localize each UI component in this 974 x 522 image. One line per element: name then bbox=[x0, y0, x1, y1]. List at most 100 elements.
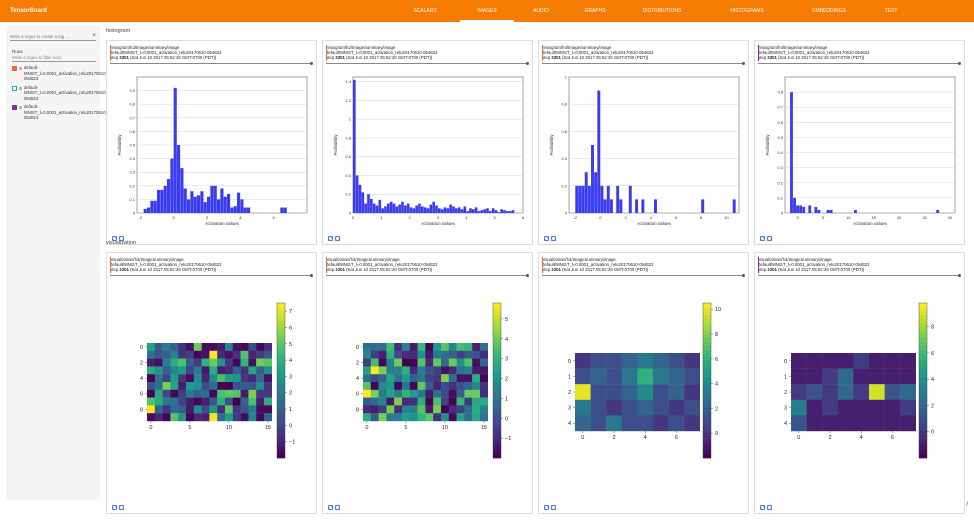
slider-track[interactable] bbox=[542, 63, 743, 64]
step-slider[interactable] bbox=[758, 61, 961, 65]
fit-icon[interactable]: ⤢ bbox=[544, 236, 549, 241]
run-color-dot[interactable] bbox=[19, 86, 22, 90]
fit-icon[interactable]: ⤢ bbox=[760, 236, 765, 241]
slider-track[interactable] bbox=[758, 63, 959, 64]
tab-audio[interactable]: AUDIO bbox=[533, 8, 549, 14]
slider-track[interactable] bbox=[110, 275, 311, 276]
expand-icon[interactable]: □ bbox=[551, 505, 556, 510]
step-slider[interactable] bbox=[326, 61, 529, 65]
slider-knob[interactable] bbox=[526, 61, 529, 65]
slider-knob[interactable] bbox=[526, 273, 529, 277]
heatmap-cell bbox=[433, 405, 442, 414]
fit-icon[interactable]: ⤢ bbox=[328, 236, 333, 241]
slider-knob[interactable] bbox=[742, 273, 745, 277]
run-item[interactable]: default-MNIST_l=0.0001_activation_relu20… bbox=[12, 85, 107, 102]
slider-knob[interactable] bbox=[742, 61, 745, 65]
colorbar-segment bbox=[493, 427, 501, 432]
colorbar-segment bbox=[919, 376, 927, 381]
tag-regex-input[interactable]: Write a regex to create a tag ... × bbox=[10, 32, 96, 41]
step-slider[interactable] bbox=[542, 61, 745, 65]
expand-icon[interactable]: □ bbox=[119, 236, 124, 241]
tab-text[interactable]: TEXT bbox=[884, 8, 898, 14]
tab-distributions[interactable]: DISTRIBUTIONS bbox=[642, 8, 682, 14]
heatmap-cell bbox=[225, 382, 233, 390]
heatmap-cell bbox=[456, 358, 465, 367]
card-run: default/MNIST_l=0.0001_activation_relu20… bbox=[758, 50, 870, 55]
heatmap-cell bbox=[425, 405, 434, 414]
step-slider[interactable] bbox=[542, 273, 745, 277]
histogram-bar bbox=[581, 185, 585, 213]
fit-icon[interactable]: ⤢ bbox=[760, 505, 765, 510]
run-item[interactable]: default-MNIST_l=0.0001_activation_relu20… bbox=[12, 104, 107, 121]
run-color-dot[interactable] bbox=[19, 106, 22, 109]
tab-scalars[interactable]: SCALARS bbox=[413, 8, 437, 14]
close-icon[interactable]: × bbox=[92, 33, 96, 39]
step-slider[interactable] bbox=[326, 273, 529, 277]
run-checkbox[interactable] bbox=[12, 66, 17, 71]
tab-embeddings[interactable]: EMBEDDINGS bbox=[812, 8, 846, 14]
colorbar-segment bbox=[703, 361, 711, 366]
step-value: 2301 bbox=[551, 267, 561, 272]
heatmap-cell bbox=[900, 384, 916, 400]
fit-icon[interactable]: ⤢ bbox=[112, 505, 117, 510]
card-step: step 2301 (Sat Jun 10 2017 05:52:26 GMT-… bbox=[758, 55, 961, 60]
step-slider[interactable] bbox=[110, 273, 313, 277]
step-slider[interactable] bbox=[758, 273, 961, 277]
run-checkbox[interactable] bbox=[12, 105, 17, 110]
heatmap-cell bbox=[590, 368, 607, 385]
tab-histograms[interactable]: HISTOGRAMS bbox=[730, 8, 764, 14]
histogram-bar bbox=[197, 195, 201, 213]
slider-knob[interactable] bbox=[958, 61, 961, 65]
tab-images[interactable]: IMAGES bbox=[460, 0, 514, 22]
x-axis-label: Activation values bbox=[421, 221, 456, 226]
colorbar-segment bbox=[919, 303, 927, 308]
run-color-dot[interactable] bbox=[19, 67, 22, 70]
fit-icon[interactable]: ⤢ bbox=[544, 505, 549, 510]
run-item[interactable]: default-MNIST_l=0.0001_activation_relu20… bbox=[12, 65, 107, 82]
heatmap-cell bbox=[186, 413, 194, 422]
heatmap-cell bbox=[186, 366, 194, 375]
expand-icon[interactable]: □ bbox=[119, 505, 124, 510]
heatmap-cell bbox=[178, 358, 187, 367]
heatmap-cell bbox=[240, 343, 249, 351]
fit-icon[interactable]: ⤢ bbox=[112, 236, 117, 241]
expand-icon[interactable]: □ bbox=[335, 505, 340, 510]
run-checkbox[interactable] bbox=[12, 85, 17, 91]
expand-icon[interactable]: □ bbox=[551, 236, 556, 241]
heatmap-cell bbox=[441, 405, 449, 414]
slider-track[interactable] bbox=[542, 275, 743, 276]
fit-icon[interactable]: ⤢ bbox=[328, 505, 333, 510]
slider-knob[interactable] bbox=[310, 273, 313, 277]
slider-knob[interactable] bbox=[310, 61, 313, 65]
expand-icon[interactable]: □ bbox=[767, 236, 772, 241]
heatmap-cell bbox=[248, 397, 257, 406]
slider-track[interactable] bbox=[326, 275, 527, 276]
heatmap-cell bbox=[402, 397, 410, 406]
heatmap-cell bbox=[217, 397, 226, 406]
y-tick-label: 3 bbox=[568, 406, 571, 412]
slider-knob[interactable] bbox=[958, 273, 961, 277]
expand-icon[interactable]: □ bbox=[335, 236, 340, 241]
histogram-bar bbox=[497, 212, 501, 213]
heatmap-cell bbox=[464, 343, 473, 351]
histogram-bar bbox=[280, 207, 284, 213]
x-tick-label: 0 bbox=[797, 215, 800, 220]
heatmap-cell bbox=[402, 343, 410, 351]
colorbar-segment bbox=[277, 330, 285, 335]
heatmap-cell bbox=[480, 405, 488, 414]
run-list: default-MNIST_l=0.0001_activation_relu20… bbox=[6, 65, 107, 121]
slider-track[interactable] bbox=[326, 63, 527, 64]
slider-track[interactable] bbox=[110, 63, 311, 64]
heatmap-cell bbox=[456, 366, 465, 375]
heatmap-cell bbox=[791, 384, 807, 400]
heatmap-cell bbox=[363, 374, 371, 383]
heatmap-cell bbox=[464, 382, 473, 390]
tab-graphs[interactable]: GRAPHS bbox=[584, 8, 606, 14]
heatmap-cell bbox=[448, 366, 457, 375]
step-slider[interactable] bbox=[110, 61, 313, 65]
card-header: visualization/h3/ImageSummary/image defau… bbox=[107, 253, 316, 272]
expand-icon[interactable]: □ bbox=[767, 505, 772, 510]
heatmap-cell bbox=[201, 413, 210, 422]
slider-track[interactable] bbox=[758, 275, 959, 276]
run-filter-input[interactable]: Write a regex to filter runs bbox=[12, 55, 96, 62]
